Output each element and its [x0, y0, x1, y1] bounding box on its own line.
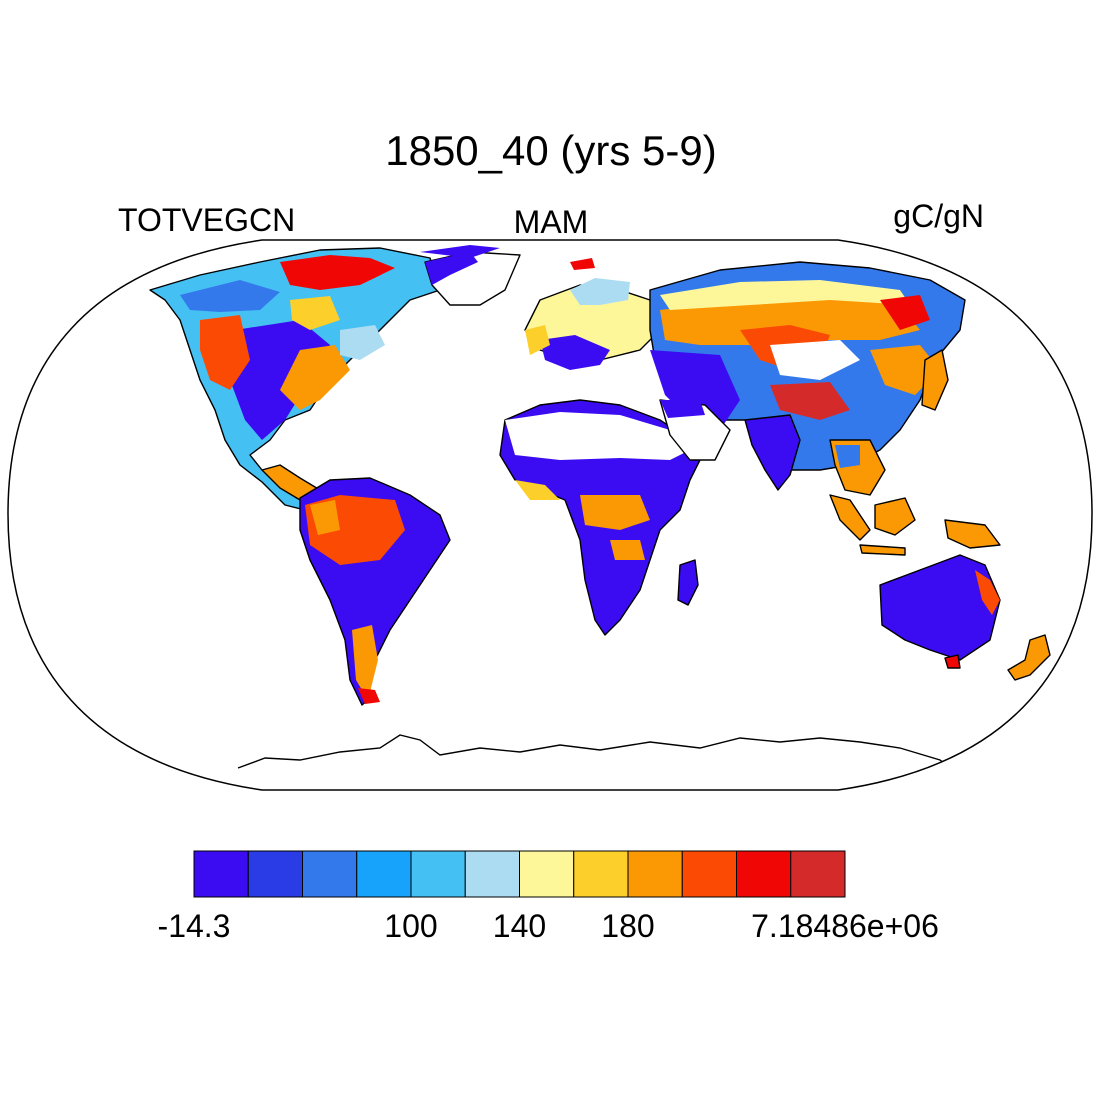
season-label: MAM [513, 204, 589, 240]
plot-title: 1850_40 (yrs 5-9) [385, 127, 717, 174]
sa-south-mix [352, 625, 378, 700]
svalbard [570, 258, 595, 270]
scandinavia [570, 278, 630, 305]
colorbar-label-2: 140 [492, 908, 547, 944]
colorbar-swatch-3 [356, 850, 412, 898]
africa-gold-west [515, 480, 560, 500]
antarctica-coastline [237, 734, 961, 776]
arabia-blue [660, 400, 705, 418]
se-asia-blue [835, 445, 860, 468]
europe-blue [540, 335, 610, 370]
madagascar [677, 559, 699, 606]
middle-east-blue [650, 350, 740, 430]
new-zealand [1007, 634, 1051, 681]
colorbar-swatch-4 [410, 850, 466, 898]
colorbar-swatch-5 [464, 850, 520, 898]
tasmania [944, 654, 961, 669]
africa-sahara [505, 412, 690, 460]
na-orange-arc [280, 345, 350, 410]
colorbar-swatch-6 [519, 850, 575, 898]
india [744, 414, 801, 491]
sumatra [829, 494, 871, 541]
africa-orange-belt [580, 495, 650, 530]
australia-east-rim [975, 570, 1000, 615]
borneo [874, 497, 916, 536]
colorbar-swatch-2 [302, 850, 358, 898]
colorbar-label-3: 180 [601, 908, 655, 944]
asia-white-desert [770, 340, 860, 380]
asia-orange-east [870, 345, 940, 395]
sa-tip-red [358, 688, 380, 704]
na-pale-ne [340, 325, 385, 360]
colorbar-swatch-10 [736, 850, 792, 898]
australia [879, 554, 1001, 661]
colorbar-swatch-9 [681, 850, 737, 898]
greenland-rim [425, 252, 478, 285]
sa-amazon-orange [310, 500, 340, 535]
asia-dred-tibet [770, 382, 850, 420]
asia-yellow-north [660, 280, 910, 310]
iberia-orange [525, 325, 550, 355]
colorbar-swatch-7 [573, 850, 629, 898]
arctic-islands [420, 245, 500, 258]
africa-orange-south [610, 540, 645, 560]
variable-label: TOTVEGCN [118, 202, 296, 238]
colorbar-label-1: 100 [384, 908, 438, 944]
asia-red-ne [880, 295, 930, 330]
na-red-arctic [280, 255, 395, 290]
colorbar-swatch-8 [627, 850, 683, 898]
colorbar-swatch-0 [193, 850, 249, 898]
units-label: gC/gN [893, 198, 984, 234]
japan [921, 349, 949, 411]
asia-orange-band [660, 296, 920, 345]
new-guinea [944, 519, 1001, 549]
colorbar [193, 850, 846, 898]
colorbar-swatch-1 [247, 850, 303, 898]
na-gold-central [290, 296, 340, 330]
java [859, 544, 906, 556]
map-border [7, 239, 1093, 791]
na-red-west [200, 315, 250, 390]
colorbar-swatch-11 [790, 850, 846, 898]
colorbar-label-0: -14.3 [157, 908, 231, 944]
na-mblue-north [180, 280, 280, 312]
colorbar-label-4: 7.18486e+06 [751, 908, 939, 944]
